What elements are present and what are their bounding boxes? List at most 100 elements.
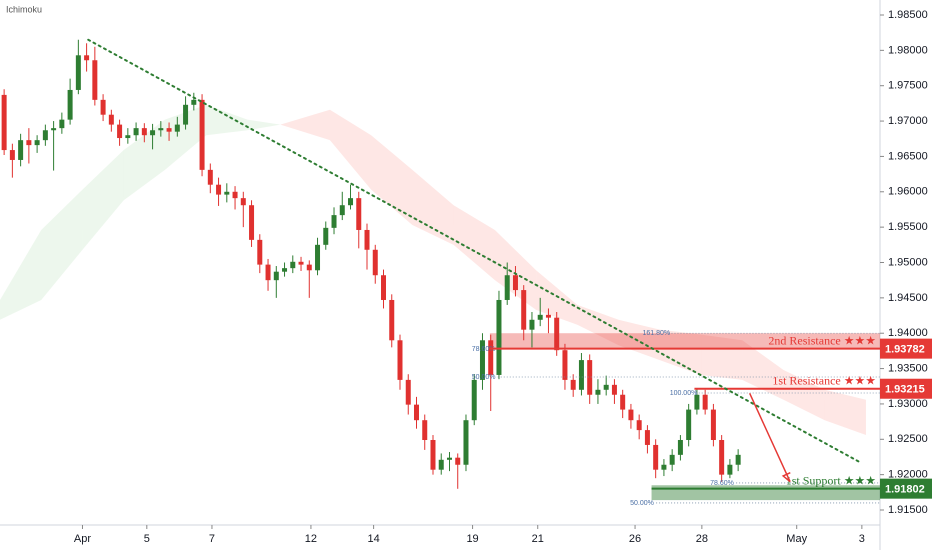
candle-body	[249, 205, 255, 240]
candle-body	[1, 94, 7, 151]
candle-body	[578, 360, 584, 390]
candle-body	[315, 244, 321, 271]
candle-body	[413, 404, 419, 421]
candle-body	[636, 420, 642, 431]
candle-body	[92, 60, 98, 100]
candle-body	[240, 198, 246, 206]
level-zone	[489, 333, 880, 349]
candle-body	[117, 124, 123, 139]
candle-body	[273, 271, 279, 281]
cloud-segment	[701, 334, 743, 380]
price-tag	[880, 478, 932, 499]
x-tick-label: 3	[859, 533, 865, 545]
candle-body	[438, 459, 444, 470]
cloud-segment	[536, 270, 578, 325]
level-label: 1st Support ★★★	[786, 473, 876, 487]
candle-body	[183, 104, 189, 125]
cloud-segment	[0, 229, 42, 320]
candle-body	[455, 457, 461, 465]
candle-body	[562, 350, 568, 380]
candle-body	[537, 314, 543, 320]
x-tick-label: 12	[305, 533, 317, 545]
y-tick-label: 1.97500	[888, 80, 928, 92]
y-tick-label: 1.93500	[888, 362, 928, 374]
candle-body	[290, 261, 296, 269]
candle-body	[191, 99, 197, 105]
candle-body	[479, 340, 485, 380]
price-tag-label: 1.93215	[885, 384, 925, 396]
cloud-segment	[371, 135, 413, 226]
candle-body	[653, 444, 659, 470]
candle-body	[595, 389, 601, 395]
candle-body	[545, 314, 551, 318]
x-tick-label: Apr	[74, 533, 91, 545]
candle-body	[257, 239, 263, 265]
candle-body	[735, 454, 741, 465]
candle-body	[529, 319, 535, 330]
candle-body	[686, 409, 692, 440]
cloud-segment	[82, 150, 124, 250]
candle-body	[463, 420, 469, 465]
candle-body	[372, 249, 378, 276]
candle-body	[199, 99, 205, 170]
candle-body	[207, 169, 213, 185]
level-zone	[651, 485, 880, 501]
cloud-segment	[453, 205, 495, 281]
fib-label: 78.60%	[710, 480, 734, 487]
y-tick-label: 1.91500	[888, 504, 928, 516]
candle-body	[471, 379, 477, 421]
candle-body	[702, 394, 708, 410]
fib-label: 100.00%	[670, 390, 698, 397]
x-tick-label: 14	[367, 533, 379, 545]
candle-body	[628, 409, 634, 421]
candle-body	[364, 229, 370, 250]
cloud-segment	[412, 169, 454, 245]
y-tick-label: 1.98000	[888, 44, 928, 56]
candle-body	[661, 464, 667, 470]
x-tick-label: 5	[144, 533, 150, 545]
cloud-segment	[659, 329, 702, 375]
candle-body	[158, 128, 164, 131]
candle-body	[306, 264, 312, 271]
cloud-segment	[247, 119, 281, 131]
cloud-segment	[280, 109, 330, 141]
candle-body	[100, 99, 106, 115]
price-tag	[880, 338, 932, 359]
candle-body	[323, 227, 329, 245]
y-tick-label: 1.92000	[888, 469, 928, 481]
cloud-segment	[577, 304, 619, 346]
arrow-head	[781, 472, 791, 483]
candle-body	[356, 198, 362, 230]
y-tick-label: 1.92500	[888, 433, 928, 445]
x-tick-label: May	[786, 533, 807, 545]
candle-body	[166, 128, 172, 132]
candle-body	[150, 130, 156, 136]
candle-body	[644, 430, 650, 445]
x-tick-label: 7	[209, 533, 215, 545]
trendline	[87, 38, 861, 463]
y-tick-label: 1.97000	[888, 115, 928, 127]
y-tick-label: 1.96000	[888, 186, 928, 198]
cloud-segment	[206, 104, 248, 136]
y-tick-label: 1.96500	[888, 150, 928, 162]
candle-body	[265, 264, 271, 281]
candle-body	[694, 394, 700, 410]
level-label: 1st Resistance ★★★	[772, 373, 876, 387]
candle-body	[710, 409, 716, 440]
y-tick-label: 1.95500	[888, 221, 928, 233]
candle-body	[504, 275, 510, 300]
y-tick-label: 1.95000	[888, 256, 928, 268]
candle-body	[719, 439, 725, 475]
candle-body	[381, 275, 387, 300]
y-tick-label: 1.98500	[888, 9, 928, 21]
price-tag-label: 1.91802	[885, 484, 925, 496]
candle-body	[42, 130, 48, 141]
candle-body	[620, 394, 626, 410]
fib-label: 78.60%	[472, 346, 496, 353]
candle-body	[216, 184, 222, 195]
candle-body	[677, 439, 683, 455]
candle-body	[298, 261, 304, 265]
cloud-segment	[41, 189, 83, 300]
candle-body	[554, 317, 560, 351]
candle-body	[570, 379, 576, 390]
